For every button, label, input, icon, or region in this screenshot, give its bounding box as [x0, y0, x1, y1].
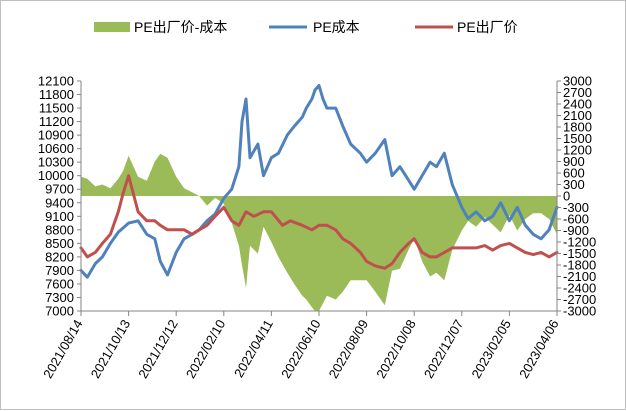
left-tick-label: 10300 — [38, 155, 74, 170]
right-tick-label: 300 — [563, 177, 585, 192]
left-tick-label: 10900 — [38, 128, 74, 143]
right-tick-label: 1800 — [563, 120, 592, 135]
series-line-cost — [79, 84, 559, 279]
left-tick-label: 10000 — [38, 168, 74, 183]
right-tick-label: -1800 — [563, 258, 596, 273]
right-tick-label: 1500 — [563, 131, 592, 146]
x-tick-label: 2023/02/05 — [468, 317, 514, 381]
legend-label: PE出厂价-成本 — [134, 19, 227, 35]
x-tick-label: 2022/08/09 — [326, 317, 372, 381]
series-area-spread — [81, 153, 557, 311]
right-tick-label: -300 — [563, 200, 589, 215]
right-tick-label: 1200 — [563, 143, 592, 158]
left-tick-label: 9100 — [45, 209, 74, 224]
x-tick-label: 2021/08/14 — [40, 317, 86, 381]
right-tick-label: -2100 — [563, 269, 596, 284]
legend-label: PE出厂价 — [457, 19, 518, 35]
right-tick-label: 0 — [563, 189, 570, 204]
right-tick-label: -900 — [563, 223, 589, 238]
x-tick-label: 2022/02/10 — [183, 317, 229, 381]
x-tick-label: 2022/04/11 — [231, 317, 276, 380]
x-tick-label: 2022/10/08 — [373, 317, 419, 381]
right-tick-label: 900 — [563, 154, 585, 169]
right-tick-label: -1500 — [563, 246, 596, 261]
left-tick-label: 11500 — [39, 101, 74, 116]
plot-area — [79, 84, 559, 311]
x-tick-label: 2022/06/10 — [278, 317, 324, 381]
left-tick-label: 7900 — [45, 263, 74, 278]
x-tick-label: 2023/04/06 — [516, 317, 562, 381]
legend-swatch-area — [94, 22, 130, 32]
right-tick-label: -2400 — [563, 281, 596, 296]
right-tick-label: 3000 — [563, 74, 592, 89]
right-tick-label: -600 — [563, 212, 589, 227]
legend-label: PE成本 — [313, 19, 360, 35]
x-tick-label: 2021/10/13 — [88, 317, 134, 381]
right-tick-label: 600 — [563, 166, 585, 181]
left-y-axis: 7000730076007900820085008800910094009700… — [38, 74, 82, 319]
left-tick-label: 8500 — [45, 236, 74, 251]
left-tick-label: 8200 — [45, 249, 74, 264]
left-tick-label: 9700 — [45, 182, 74, 197]
x-tick-label: 2021/12/12 — [135, 317, 181, 381]
x-axis: 2021/08/14 2021/10/13 2021/12/12 2022/02/10… — [40, 310, 562, 381]
x-tick-label: 2022/12/07 — [421, 317, 467, 381]
left-tick-label: 11200 — [39, 114, 74, 129]
left-tick-label: 12100 — [38, 74, 74, 89]
left-tick-label: 8800 — [45, 222, 74, 237]
legend: PE出厂价-成本 PE成本 PE出厂价 — [94, 19, 518, 35]
left-tick-label: 10600 — [38, 141, 74, 156]
right-tick-label: -2700 — [563, 292, 596, 307]
left-tick-label: 7300 — [45, 290, 74, 305]
right-tick-label: 2400 — [563, 97, 592, 112]
right-tick-label: 2700 — [563, 85, 592, 100]
left-tick-label: 9400 — [45, 195, 74, 210]
left-tick-label: 7000 — [45, 304, 74, 319]
right-y-axis: -3000-2700-2400-2100-1800-1500-1200-900-… — [556, 74, 596, 319]
right-tick-label: -1200 — [563, 235, 596, 250]
right-tick-label: 2100 — [563, 108, 592, 123]
series-line-price — [79, 174, 559, 270]
left-tick-label: 11800 — [39, 87, 74, 102]
right-tick-label: -3000 — [563, 304, 596, 319]
left-tick-label: 7600 — [45, 276, 74, 291]
